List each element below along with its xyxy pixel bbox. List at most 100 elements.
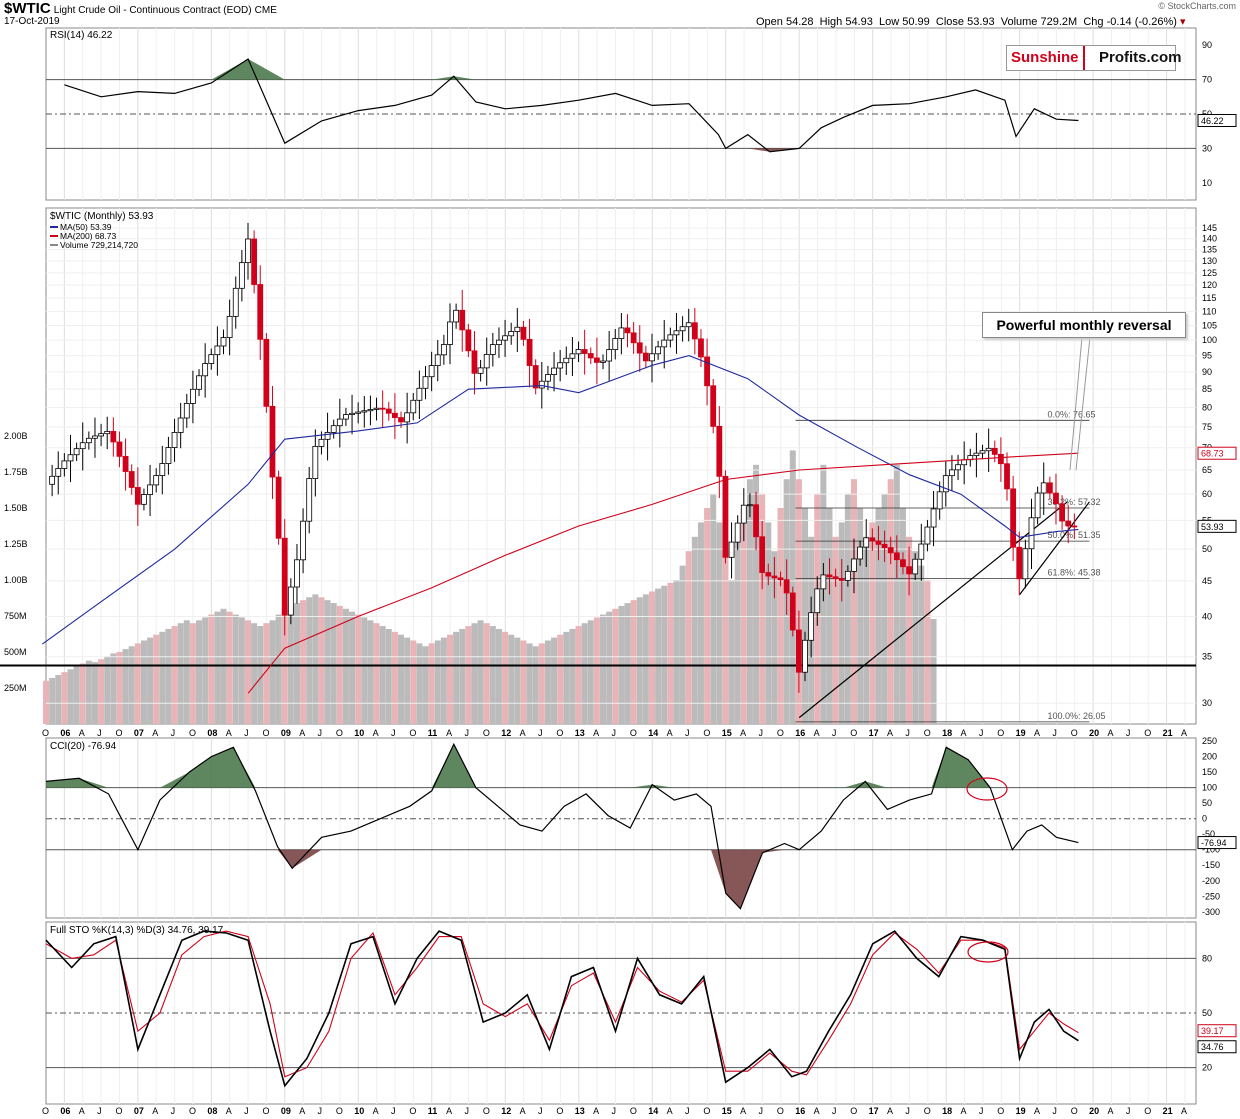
rsi-last-label-box [1197,114,1237,128]
candle-body [838,578,845,581]
volume-bar [91,662,98,724]
volume-bar [404,637,411,724]
candle-body [906,566,912,575]
candle-body [196,375,202,390]
candle-body [918,543,925,560]
candle-body [49,475,56,485]
x-tick-label: O [262,728,269,738]
annotation-box: Powerful monthly reversal [982,312,1186,338]
rsi-tick-label: 50 [1202,109,1212,119]
x-tick-label: 07 [134,728,144,738]
x-tick-label-bottom: O [997,1106,1004,1116]
x-tick-label-bottom: J [465,1106,470,1116]
cci-highlight-circle [966,777,1008,801]
candle-body [141,494,147,505]
candle-body [557,362,564,369]
price-tick-label: 130 [1202,256,1217,266]
volume-bar [838,522,845,724]
candle-body [526,338,533,366]
candle-body [434,354,441,366]
candle-body [747,504,753,507]
candle-body [802,639,808,673]
x-tick-label-bottom: O [189,1106,196,1116]
annotation-pointer [1075,336,1091,471]
volume-bar [202,617,209,724]
x-tick-label: A [887,728,893,738]
volume-bar [349,611,356,724]
candle-body [734,522,741,543]
cci-tick-label: -50 [1202,829,1215,839]
x-tick-label: A [1181,728,1187,738]
volume-bar [226,611,233,724]
x-tick-label-bottom: A [887,1106,893,1116]
x-tick-label-bottom: O [630,1106,637,1116]
volume-bar [398,634,405,724]
price-tick-label: 45 [1202,576,1212,586]
rsi-tick-label: 90 [1202,40,1212,50]
x-tick-label: O [703,728,710,738]
candle-body [477,367,484,374]
volume-bar [746,479,753,724]
candle-body [61,460,68,469]
candle-body [294,559,300,588]
fib-label: 38.2%: 57.32 [1047,497,1100,507]
candle-body [489,344,496,355]
legend-entry: MA(50) 53.39 [60,222,112,232]
x-tick-label-bottom: J [244,1106,249,1116]
candle-body [973,452,980,457]
candle-body [771,575,778,579]
volume-bar [49,677,56,724]
volume-tick-label: 1.50B [4,503,28,513]
volume-bar [85,660,92,724]
price-tick-label: 30 [1202,698,1212,708]
price-title: $WTIC (Monthly) 53.93 [50,211,154,222]
rsi-line [64,58,1079,153]
volume-bar [214,611,221,724]
x-tick-label: J [391,728,396,738]
volume-bar [159,631,166,724]
x-tick-label: J [685,728,690,738]
candle-body [122,455,129,472]
x-tick-label-bottom: A [152,1106,158,1116]
cci-tick-label: 250 [1202,736,1217,746]
candle-body [667,334,674,341]
candle-body [1028,517,1035,550]
volume-bar [410,640,417,724]
candle-body [612,338,619,350]
volume-bar [459,628,466,724]
candle-body [869,537,876,542]
candle-body [67,454,74,462]
volume-bar [759,493,766,724]
x-tick-label-bottom: 20 [1089,1106,1099,1116]
volume-bar [208,614,215,724]
candle-body [465,329,472,352]
x-tick-label: J [97,728,102,738]
volume-bar [630,600,637,724]
x-tick-label: O [1071,728,1078,738]
candle-body [942,475,949,493]
volume-bar [679,565,686,724]
x-tick-label: A [152,728,158,738]
volume-bar [489,626,496,724]
volume-bar [685,551,692,724]
x-tick-label: 08 [207,728,217,738]
candle-body [349,412,355,415]
volume-bar [104,656,111,724]
candle-body [153,475,160,486]
ma200-last-label: 68.73 [1201,449,1224,459]
volume-tick-label: 1.25B [4,539,28,549]
volume-tick-label: 750M [4,611,27,621]
volume-bar [869,522,876,724]
volume-bar [73,666,80,724]
x-tick-label-bottom: 18 [942,1106,952,1116]
x-tick-label: J [538,728,543,738]
volume-bar [324,600,331,724]
candle-body [722,475,729,558]
volume-tick-label: 1.00B [4,575,28,585]
price-tick-label: 95 [1202,351,1212,361]
candle-body [55,468,62,477]
chart-date: 17-Oct-2019 [4,16,60,27]
candle-body [410,399,417,414]
volume-tick-label: 2.00B [4,431,28,441]
